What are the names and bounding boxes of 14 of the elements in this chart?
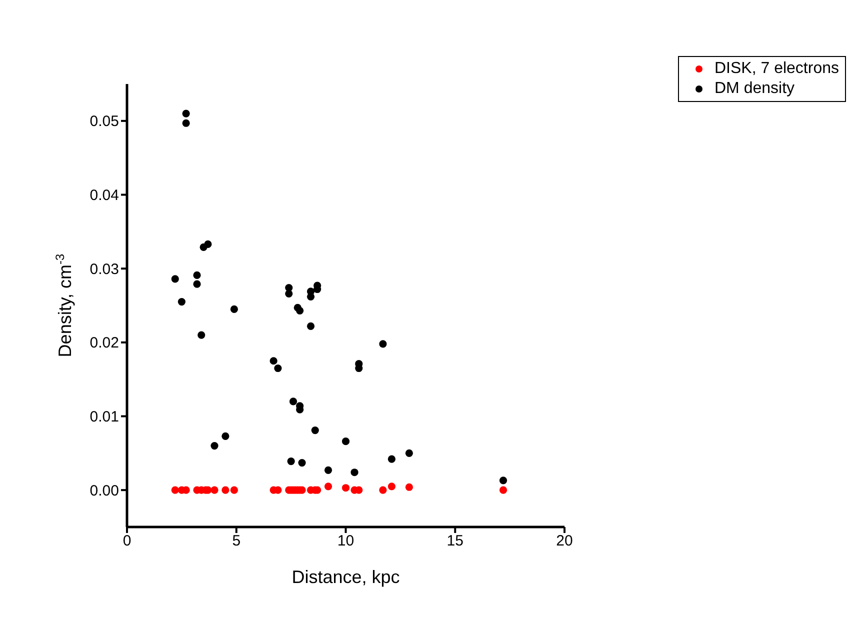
x-tick-label: 20 <box>556 532 573 550</box>
x-tick-label: 5 <box>232 532 241 550</box>
y-tick-label: 0.01 <box>90 408 119 426</box>
y-tick-label: 0.05 <box>90 113 119 130</box>
y-tick-label: 0.00 <box>90 482 119 500</box>
x-tick-label: 15 <box>446 532 464 550</box>
x-tick-label: 0 <box>122 532 132 550</box>
x-tick-label: 10 <box>337 532 354 550</box>
y-tick-label: 0.02 <box>90 334 119 352</box>
legend-label: DISK, 7 electrons <box>714 59 839 79</box>
legend-label: DM density <box>714 79 795 99</box>
y-tick-label: 0.03 <box>90 260 119 278</box>
y-tick-label: 0.04 <box>90 187 119 204</box>
x-axis-title: Distance, kpc <box>292 567 400 587</box>
